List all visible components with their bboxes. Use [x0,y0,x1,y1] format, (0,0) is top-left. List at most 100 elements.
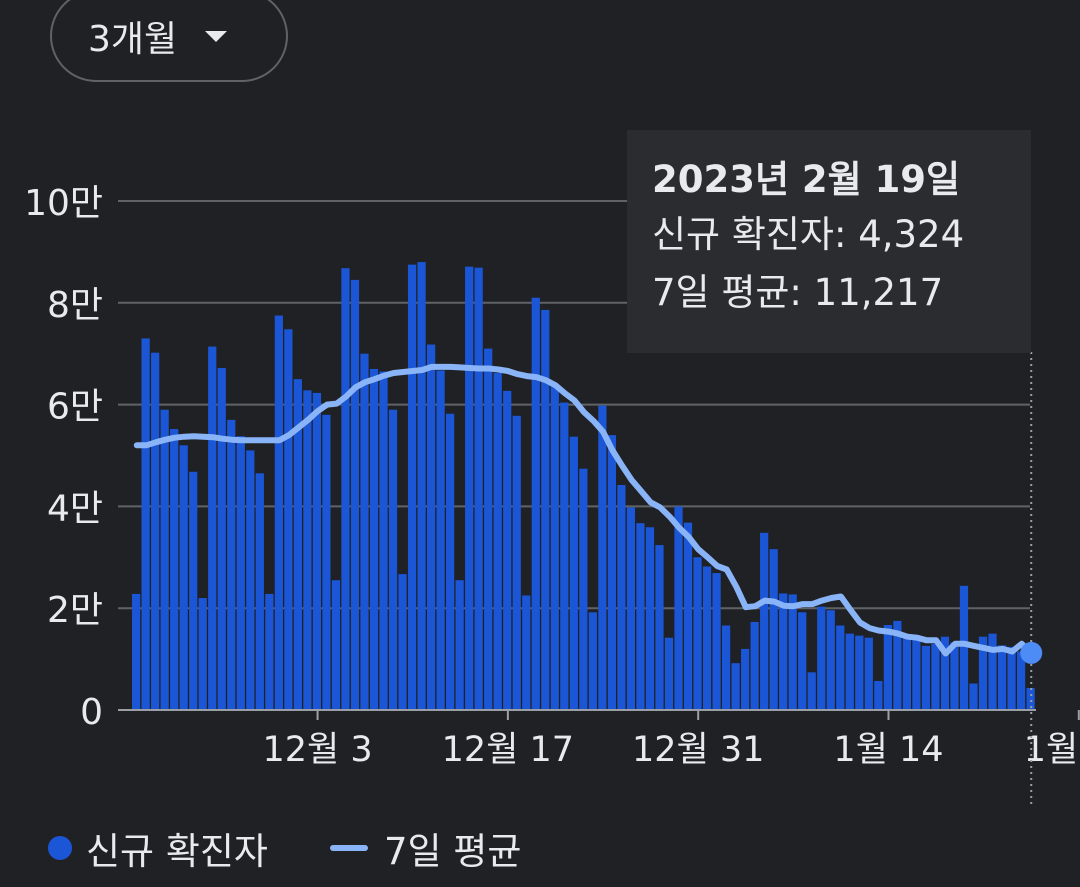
bar-day-92 [1007,646,1016,710]
bar-day-31 [426,344,436,710]
dropdown-arrow-icon [205,30,228,42]
bar-day-89 [978,636,988,710]
hover-marker [1020,352,1043,805]
bar-day-40 [512,415,521,710]
bar-day-20 [322,414,331,710]
bar-day-36 [474,267,483,710]
bar-day-78 [874,680,883,710]
bar-day-26 [379,371,388,710]
bar-day-25 [369,368,379,710]
bar-day-79 [883,624,892,710]
x-tick-label: 12월 3 [262,730,372,770]
bar-day-41 [522,595,531,710]
bar-day-61 [712,573,721,710]
y-tick-label: 6만 [47,387,103,428]
bar-day-66 [760,532,769,710]
bar-day-27 [388,409,398,710]
bar-day-91 [997,645,1007,710]
bar-day-50 [607,435,617,710]
bar-day-90 [988,633,997,710]
bar-day-84 [931,643,940,710]
bar-day-37 [484,348,493,710]
legend-dot-icon [48,836,72,860]
bar-day-45 [560,402,569,710]
bar-day-43 [541,309,550,710]
bar-day-64 [741,648,750,710]
bar-day-67 [769,549,778,710]
bar-day-22 [341,268,350,710]
bar-day-82 [912,638,921,710]
legend-new-cases: 신규 확진자 [86,830,268,873]
bar-day-28 [398,574,407,710]
bar-day-48 [588,612,597,710]
legend-line-icon [329,845,368,851]
tooltip-average-label: 7일 평균 [652,271,790,314]
bar-day-10 [227,419,236,710]
bar-day-74 [836,625,845,710]
range-selector-label: 3개월 [88,19,178,60]
bar-day-18 [303,390,312,710]
bar-day-81 [902,638,911,710]
bar-day-52 [626,507,636,710]
tooltip-average-value: 11,217 [813,271,944,314]
bar-day-70 [798,612,807,710]
bar-day-11 [236,436,245,710]
new-cases-bars [132,262,1035,710]
bar-day-46 [569,436,578,710]
bar-day-5 [179,445,188,710]
bar-day-94 [1026,687,1035,710]
seven-day-average [133,363,1035,657]
bar-day-15 [274,315,283,710]
x-tick-label: 12월 31 [632,730,764,770]
bar-day-35 [465,266,474,710]
bar-day-34 [455,580,464,710]
bar-day-77 [864,637,873,710]
y-tick-label: 0 [80,692,103,733]
bar-day-8 [208,346,217,710]
bar-day-85 [940,636,950,710]
bar-day-7 [198,598,207,710]
bar-day-3 [160,409,169,710]
bar-day-76 [855,635,864,710]
hover-point-icon [1020,641,1043,664]
bar-day-65 [750,621,759,710]
tooltip-average: 7일 평균: 11,217 [652,264,1031,322]
bar-day-14 [265,593,274,710]
bar-day-33 [446,413,455,710]
bar-day-29 [407,264,417,710]
bar-day-9 [217,367,226,710]
bar-day-39 [503,390,512,710]
bar-day-80 [893,620,902,710]
bar-day-30 [417,262,426,710]
range-selector-button[interactable]: 3개월 [50,0,288,82]
bar-day-93 [1016,651,1026,710]
bar-day-69 [788,594,797,710]
tooltip-date: 2023년 2월 19일 [652,158,961,201]
bar-day-75 [845,633,854,710]
bar-day-42 [531,297,540,710]
bar-day-54 [645,527,655,710]
bar-day-13 [255,473,264,710]
bar-day-49 [598,405,607,710]
y-tick-label: 10만 [24,183,103,224]
bar-day-72 [817,606,826,710]
bar-day-17 [293,379,302,710]
tooltip-colon: : [833,213,859,256]
bar-day-53 [636,523,645,710]
bar-day-19 [312,392,322,710]
bar-day-73 [826,610,835,710]
bar-day-12 [246,450,255,710]
bar-day-56 [664,637,674,710]
bar-day-88 [969,683,978,710]
bar-day-47 [579,468,588,710]
bar-day-21 [331,580,341,710]
average-line [133,363,1035,657]
tooltip-new-cases-value: 4,324 [858,213,965,256]
bar-day-6 [189,471,198,710]
bar-day-83 [921,645,931,710]
bar-day-87 [959,585,969,710]
chart-legend: 신규 확진자 7일 평균 [48,822,521,874]
bar-day-23 [350,279,360,710]
